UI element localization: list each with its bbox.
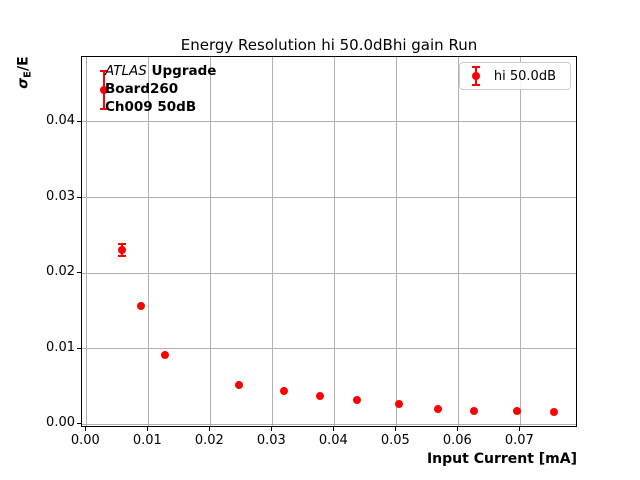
x-tick-mark xyxy=(395,427,397,431)
data-point xyxy=(279,386,288,395)
x-gridline xyxy=(457,57,459,426)
annotation-upgrade: Upgrade xyxy=(151,63,217,79)
x-tick-label: 0.02 xyxy=(194,433,224,448)
annotation-line-3: Ch009 50dB xyxy=(105,99,197,115)
y-tick-mark xyxy=(77,120,81,122)
x-gridline xyxy=(333,57,335,426)
y-tick-label: 0.00 xyxy=(46,415,75,431)
y-tick-mark xyxy=(77,347,81,349)
x-gridline xyxy=(271,57,273,426)
x-tick-label: 0.01 xyxy=(132,433,162,448)
y-tick-mark xyxy=(77,272,81,274)
errorbar-cap-top xyxy=(118,242,127,245)
data-point xyxy=(161,350,170,359)
annotation-line-2: Board260 xyxy=(105,81,179,97)
data-point xyxy=(100,86,109,95)
x-gridline xyxy=(519,57,521,426)
x-tick-mark xyxy=(209,427,211,431)
y-gridline xyxy=(82,348,576,350)
x-tick-mark xyxy=(333,427,335,431)
ylabel-sigma: σ xyxy=(15,77,32,89)
y-gridline xyxy=(82,197,576,199)
legend-errorbar-cap-bottom xyxy=(471,84,480,86)
data-point xyxy=(235,380,244,389)
x-tick-label: 0.05 xyxy=(380,433,410,448)
y-axis-label: σE/E xyxy=(15,28,34,118)
ylabel-subscript: E xyxy=(22,70,34,78)
legend: hi 50.0dB xyxy=(458,62,571,90)
data-point xyxy=(395,399,404,408)
x-tick-label: 0.06 xyxy=(442,433,472,448)
data-point xyxy=(433,405,442,414)
errorbar-cap-bottom xyxy=(118,254,127,257)
x-tick-label: 0.07 xyxy=(504,433,534,448)
x-tick-label: 0.00 xyxy=(70,433,100,448)
x-gridline xyxy=(147,57,149,426)
data-point xyxy=(470,406,479,415)
x-tick-mark xyxy=(457,427,459,431)
y-tick-label: 0.03 xyxy=(46,188,75,204)
data-point xyxy=(550,408,559,417)
x-tick-label: 0.03 xyxy=(256,433,286,448)
y-tick-label: 0.01 xyxy=(46,339,75,355)
errorbar-cap-top xyxy=(100,70,109,73)
y-gridline xyxy=(82,272,576,274)
annotation-experiment: ATLAS xyxy=(105,63,147,79)
y-tick-mark xyxy=(77,423,81,425)
errorbar-cap-bottom xyxy=(100,108,109,111)
legend-data-point xyxy=(471,72,480,80)
annotation-block: ATLAS Upgrade Board260 Ch009 50dB xyxy=(105,62,216,116)
x-gridline xyxy=(395,57,397,426)
ylabel-rest: /E xyxy=(15,56,32,71)
data-point xyxy=(118,245,127,254)
errorbar-legend-icon xyxy=(471,66,481,86)
x-axis-label: Input Current [mA] xyxy=(426,451,577,467)
chart-title: Energy Resolution hi 50.0dBhi gain Run xyxy=(180,36,478,54)
y-tick-label: 0.04 xyxy=(46,112,75,128)
annotation-line-1: ATLAS Upgrade xyxy=(105,62,216,80)
x-gridline xyxy=(209,57,211,426)
y-tick-label: 0.02 xyxy=(46,264,75,280)
y-tick-mark xyxy=(77,196,81,198)
x-tick-mark xyxy=(85,427,87,431)
legend-label: hi 50.0dB xyxy=(493,68,556,84)
data-point xyxy=(136,301,145,310)
x-tick-mark xyxy=(519,427,521,431)
x-tick-mark xyxy=(271,427,273,431)
legend-errorbar-cap-top xyxy=(471,66,480,68)
data-point xyxy=(353,396,362,405)
x-tick-label: 0.04 xyxy=(318,433,348,448)
y-gridline xyxy=(82,121,576,123)
data-point xyxy=(513,407,522,416)
y-gridline xyxy=(82,423,576,425)
data-point xyxy=(316,392,325,401)
x-gridline xyxy=(85,57,87,426)
x-tick-mark xyxy=(147,427,149,431)
plot-area: ATLAS Upgrade Board260 Ch009 50dB hi 50.… xyxy=(81,56,577,427)
